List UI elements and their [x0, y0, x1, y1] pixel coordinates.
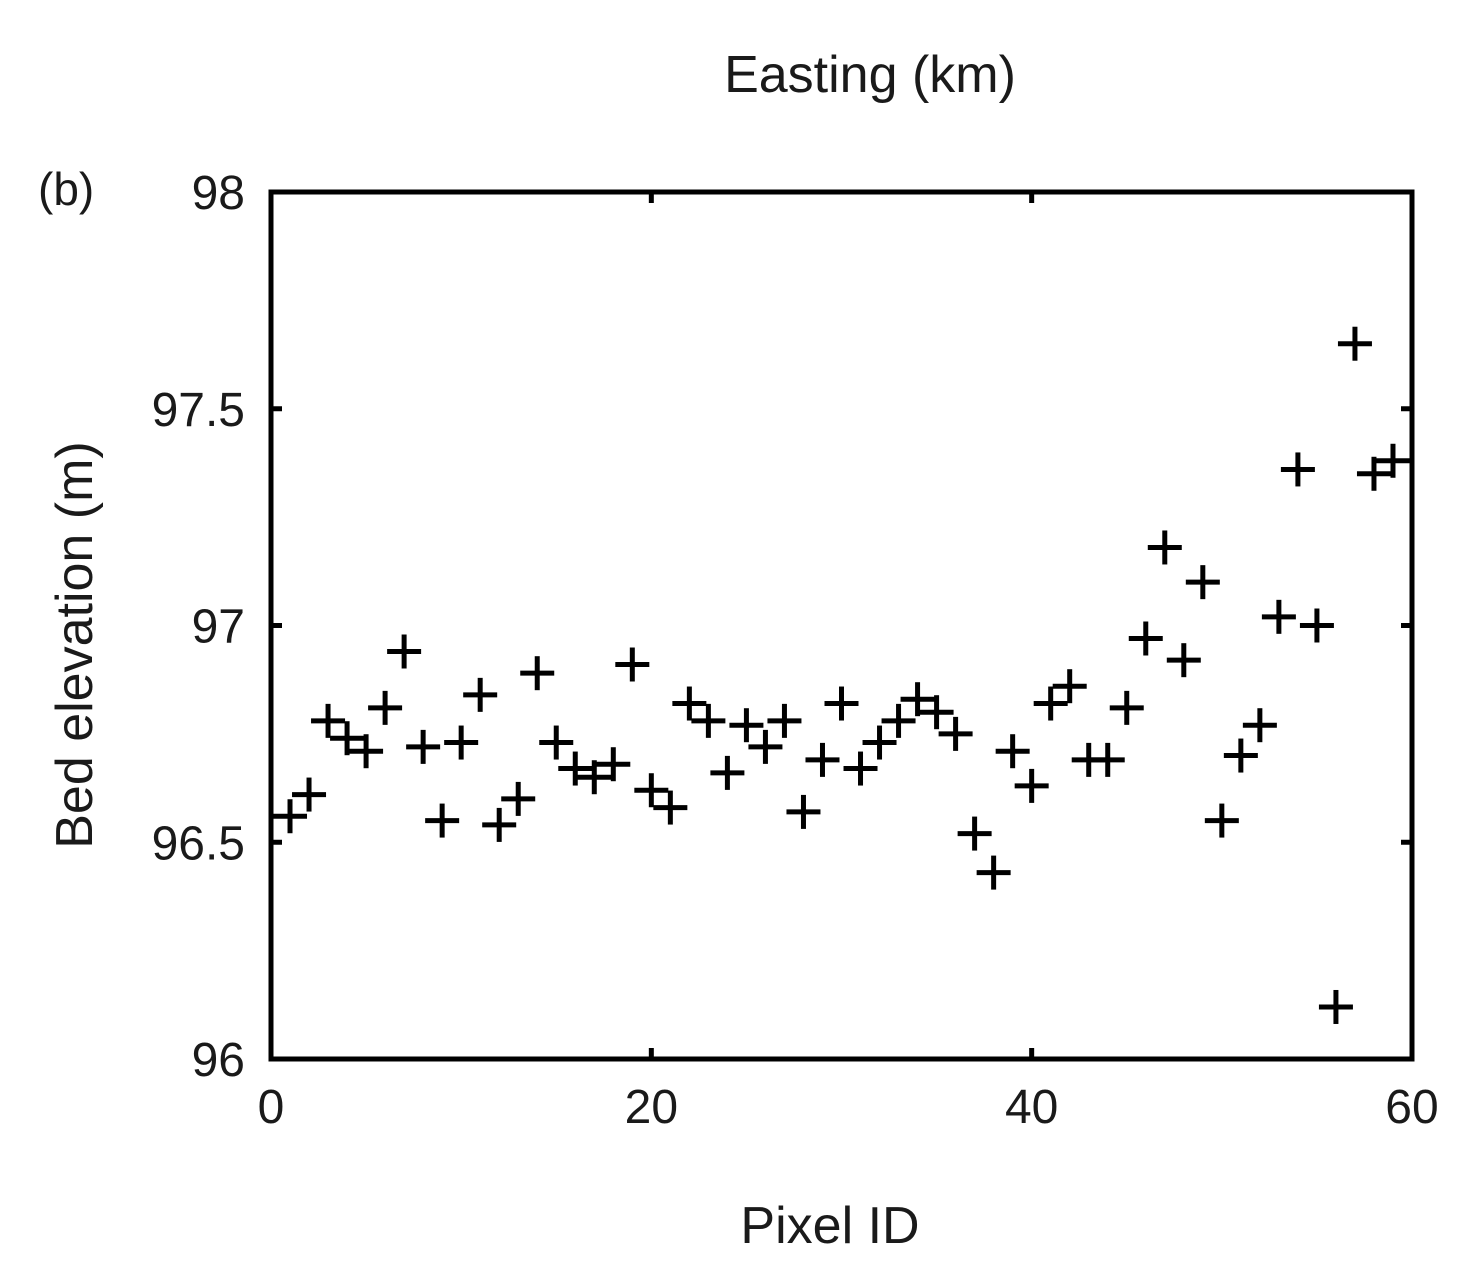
- x-tick-label: 20: [625, 1081, 678, 1134]
- x-axis-title: Pixel ID: [740, 1197, 919, 1255]
- data-point: [292, 777, 327, 812]
- data-point: [1128, 621, 1163, 656]
- data-point: [767, 703, 802, 738]
- data-point: [1090, 742, 1125, 777]
- y-axis-title: Bed elevation (m): [46, 441, 104, 849]
- data-point: [900, 682, 935, 717]
- data-point: [1356, 456, 1391, 491]
- data-point: [1185, 565, 1220, 600]
- data-point: [444, 725, 479, 760]
- data-point: [729, 708, 764, 743]
- data-point: [273, 799, 308, 834]
- y-tick-label: 98: [192, 167, 245, 220]
- data-point: [786, 794, 821, 829]
- data-point: [805, 742, 840, 777]
- data-point: [1242, 708, 1277, 743]
- y-tick-label: 96: [192, 1034, 245, 1087]
- data-point: [653, 790, 688, 825]
- data-point: [349, 734, 384, 769]
- data-point: [615, 647, 650, 682]
- data-point: [1204, 803, 1239, 838]
- data-point: [425, 803, 460, 838]
- data-point: [672, 686, 707, 721]
- data-point: [406, 729, 441, 764]
- data-point: [1109, 690, 1144, 725]
- data-point: [387, 634, 422, 669]
- data-point: [843, 751, 878, 786]
- data-point: [976, 855, 1011, 890]
- data-point: [501, 781, 536, 816]
- data-point: [938, 716, 973, 751]
- data-point: [463, 677, 498, 712]
- data-point: [539, 725, 574, 760]
- data-point: [691, 703, 726, 738]
- data-point: [482, 807, 517, 842]
- data-points: [273, 326, 1410, 1024]
- data-point: [1166, 643, 1201, 678]
- data-point: [881, 703, 916, 738]
- data-point: [957, 816, 992, 851]
- data-point: [1261, 599, 1296, 634]
- data-point: [311, 703, 346, 738]
- data-point: [1299, 608, 1334, 643]
- y-tick-label: 96.5: [152, 817, 245, 870]
- data-point: [368, 690, 403, 725]
- data-point: [577, 760, 612, 795]
- data-point: [596, 747, 631, 782]
- y-tick-label: 97: [192, 601, 245, 654]
- data-point: [1014, 768, 1049, 803]
- data-point: [824, 686, 859, 721]
- panel-label: (b): [38, 163, 94, 215]
- data-point: [634, 773, 669, 808]
- data-point: [748, 729, 783, 764]
- data-point: [1318, 989, 1353, 1024]
- data-point: [919, 695, 954, 730]
- plot-frame: [268, 189, 1415, 1062]
- data-point: [1147, 530, 1182, 565]
- data-point: [710, 755, 745, 790]
- x-tick-label: 0: [258, 1081, 285, 1134]
- data-point: [995, 734, 1030, 769]
- data-point: [1033, 686, 1068, 721]
- data-point: [1375, 443, 1410, 478]
- data-point: [1280, 452, 1315, 487]
- data-point: [1052, 669, 1087, 704]
- data-point: [862, 725, 897, 760]
- x-tick-label: 60: [1385, 1081, 1438, 1134]
- data-point: [1337, 326, 1372, 361]
- data-point: [558, 751, 593, 786]
- axis-ticks: 0 20 40 60 96 96.5 97 97.5 98: [152, 167, 1439, 1134]
- data-point: [330, 721, 365, 756]
- x-tick-label: 40: [1005, 1081, 1058, 1134]
- y-tick-label: 97.5: [152, 384, 245, 437]
- data-point: [1223, 738, 1258, 773]
- data-point: [520, 656, 555, 691]
- top-axis-title: Easting (km): [724, 46, 1016, 104]
